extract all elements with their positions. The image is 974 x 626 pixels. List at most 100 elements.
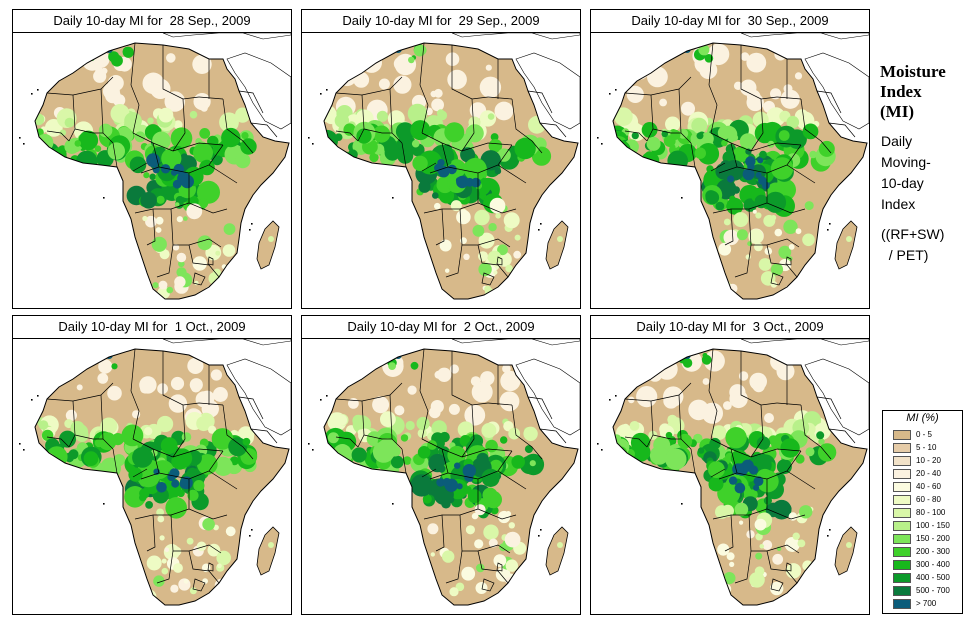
legend-item: 100 - 150 <box>893 521 959 532</box>
moisture-patch <box>504 531 521 548</box>
moisture-patch <box>647 66 668 88</box>
moisture-patch <box>523 426 538 441</box>
country-border <box>770 578 784 592</box>
moisture-patch <box>462 464 476 478</box>
moisture-patch <box>72 358 84 370</box>
moisture-patch <box>143 172 150 179</box>
moisture-patch <box>417 428 427 438</box>
island-marker <box>249 229 251 231</box>
moisture-patch <box>174 202 180 207</box>
legend-label: 400 - 500 <box>916 573 950 582</box>
moisture-patch <box>765 502 781 518</box>
moisture-patch <box>94 438 104 448</box>
legend-item: 60 - 80 <box>893 495 959 506</box>
moisture-patch <box>142 72 165 95</box>
country-border <box>740 351 778 406</box>
moisture-patch <box>59 430 76 448</box>
country-border <box>786 470 816 490</box>
moisture-patch <box>478 251 488 262</box>
moisture-patch <box>490 133 499 141</box>
moisture-patch <box>216 550 231 566</box>
africa-map-svg <box>597 33 869 300</box>
moisture-patch <box>220 592 230 602</box>
moisture-patch <box>63 361 71 370</box>
country-border <box>208 470 238 490</box>
moisture-patch <box>460 237 467 245</box>
moisture-patch <box>739 133 757 150</box>
moisture-patch <box>186 537 194 545</box>
moisture-patch <box>402 456 412 465</box>
moisture-patch <box>161 558 167 564</box>
moisture-patch <box>442 477 452 487</box>
moisture-patch <box>481 468 500 487</box>
moisture-patch <box>407 103 428 124</box>
legend-swatch <box>893 573 911 583</box>
legend-swatch <box>893 547 911 557</box>
moisture-patch <box>437 110 448 121</box>
index-title-line: Moisture <box>880 62 946 81</box>
moisture-patch <box>98 359 113 374</box>
country-border <box>477 550 509 584</box>
moisture-patch <box>38 420 49 430</box>
moisture-patch <box>155 216 164 225</box>
moisture-patch <box>469 434 484 448</box>
moisture-patch <box>511 455 525 469</box>
moisture-patch <box>780 89 800 109</box>
moisture-patch <box>431 420 447 436</box>
moisture-patch <box>205 286 215 296</box>
moisture-patch <box>770 88 782 100</box>
moisture-patch <box>226 585 240 598</box>
africa-map-svg <box>308 33 580 300</box>
country-border <box>46 130 70 142</box>
country-border <box>734 244 752 278</box>
country-border <box>238 396 264 420</box>
island-marker <box>615 395 617 397</box>
moisture-patch <box>219 112 239 133</box>
moisture-patch <box>499 391 520 412</box>
moisture-patch <box>524 445 533 454</box>
moisture-patch <box>59 129 67 136</box>
moisture-patch <box>351 52 361 61</box>
moisture-patch <box>166 286 174 294</box>
moisture-patch <box>715 505 729 519</box>
moisture-patch <box>35 133 39 145</box>
moisture-patch <box>456 209 471 225</box>
moisture-patch <box>407 385 417 395</box>
arabia-outline <box>515 358 580 436</box>
moisture-patch <box>626 457 637 467</box>
moisture-patch <box>372 441 395 463</box>
moisture-patch <box>94 145 102 152</box>
legend-swatch <box>893 443 911 453</box>
island-marker <box>540 223 542 225</box>
moisture-patch <box>132 447 153 468</box>
moisture-patch <box>488 223 497 232</box>
moisture-patch <box>756 436 771 450</box>
moisture-patch <box>176 252 187 263</box>
coastline <box>612 348 868 606</box>
moisture-patch <box>501 586 509 594</box>
moisture-patch <box>105 351 113 359</box>
legend: MI (%) 0 - 5 5 - 10 10 - 20 20 - 40 40 - 60 6… <box>882 410 963 614</box>
moisture-patch <box>70 421 85 435</box>
africa-map <box>301 32 581 309</box>
country-border <box>222 98 254 154</box>
moisture-patch <box>747 163 755 171</box>
moisture-patch <box>181 432 192 442</box>
moisture-patch <box>485 64 492 71</box>
moisture-patch <box>691 117 708 134</box>
moisture-patch <box>439 431 450 443</box>
legend-swatch <box>893 508 911 518</box>
moisture-patch <box>268 236 274 242</box>
moisture-patch <box>161 567 169 575</box>
island-marker <box>601 143 603 145</box>
moisture-patch <box>107 385 122 401</box>
island-marker <box>326 395 328 397</box>
moisture-patch <box>846 542 852 548</box>
country-border <box>461 404 475 458</box>
moisture-patch <box>783 219 798 234</box>
legend-item: > 700 <box>893 599 959 610</box>
moisture-patch <box>147 117 154 125</box>
moisture-patch <box>613 150 623 172</box>
moisture-patch <box>173 120 183 130</box>
legend-item: 0 - 5 <box>893 430 959 441</box>
